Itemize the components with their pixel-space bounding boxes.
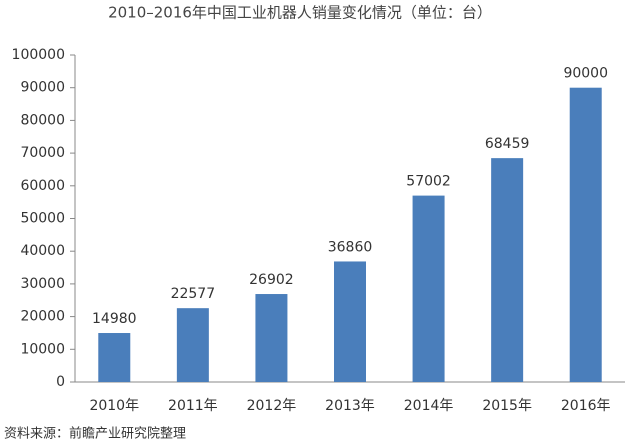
x-tick-label: 2010年 xyxy=(89,398,139,414)
data-label: 14980 xyxy=(92,311,137,327)
data-label: 68459 xyxy=(485,136,530,152)
y-tick-label: 90000 xyxy=(20,80,65,96)
x-tick-label: 2012年 xyxy=(247,398,297,414)
bar xyxy=(334,261,366,382)
chart-title: 2010–2016年中国工业机器人销量变化情况（单位：台） xyxy=(108,4,492,22)
x-tick-label: 2016年 xyxy=(561,398,611,414)
bar xyxy=(255,294,288,382)
bar xyxy=(176,308,209,382)
data-label: 26902 xyxy=(249,272,294,288)
x-tick-label: 2011年 xyxy=(168,398,218,414)
data-label: 90000 xyxy=(563,66,608,82)
y-tick-label: 70000 xyxy=(20,145,65,161)
y-tick-label: 80000 xyxy=(20,112,65,128)
y-tick-label: 50000 xyxy=(20,211,65,227)
bar xyxy=(98,333,131,382)
y-tick-label: 60000 xyxy=(20,178,65,194)
y-tick-label: 30000 xyxy=(20,276,65,292)
data-label: 36860 xyxy=(328,239,373,255)
y-tick-label: 0 xyxy=(56,374,65,390)
y-tick-label: 40000 xyxy=(20,243,65,259)
y-tick-label: 100000 xyxy=(12,47,65,63)
x-tick-label: 2013年 xyxy=(325,398,375,414)
data-label: 57002 xyxy=(406,174,451,190)
x-tick-label: 2015年 xyxy=(482,398,532,414)
bar xyxy=(491,158,524,382)
bar xyxy=(569,87,602,382)
y-tick-label: 20000 xyxy=(20,309,65,325)
bar xyxy=(412,195,445,382)
data-label: 22577 xyxy=(171,286,216,302)
y-tick-label: 10000 xyxy=(20,341,65,357)
x-tick-label: 2014年 xyxy=(404,398,454,414)
source-note: 资料来源：前瞻产业研究院整理 xyxy=(4,426,186,442)
